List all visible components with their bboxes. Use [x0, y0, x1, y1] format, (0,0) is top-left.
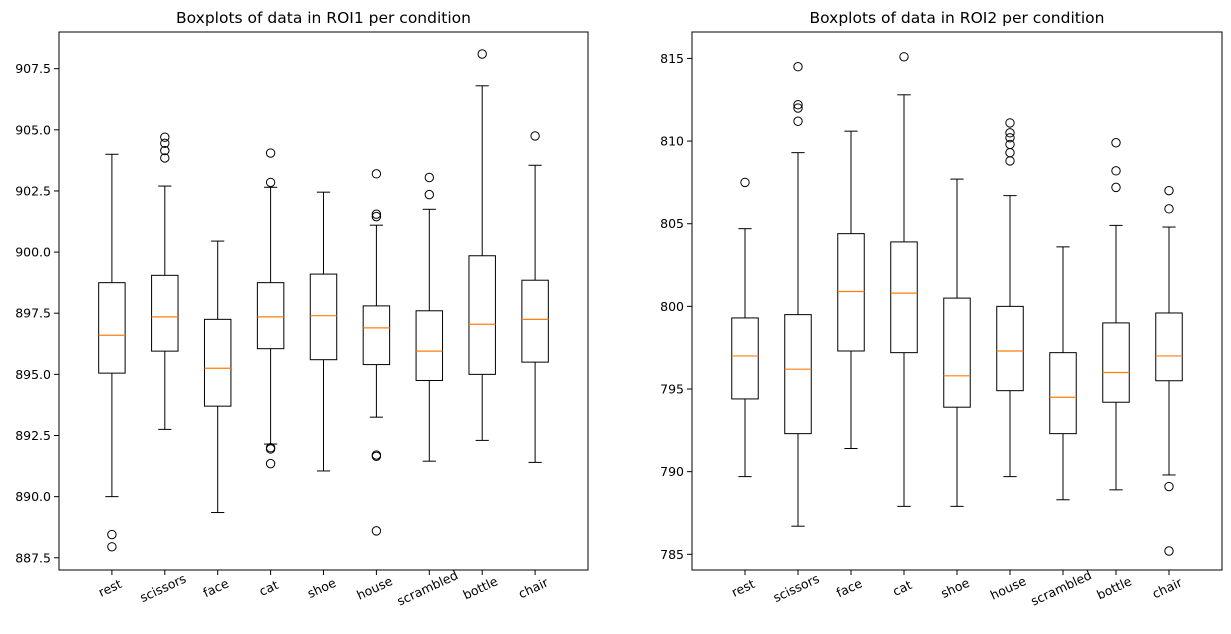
outlier-point	[1111, 138, 1121, 148]
iqr-box	[362, 305, 391, 366]
outlier-point	[371, 451, 382, 461]
iqr-box	[837, 233, 865, 352]
box-shoe	[309, 191, 338, 472]
box-cat	[256, 148, 285, 469]
box-cat	[890, 52, 918, 507]
outlier-point	[265, 177, 276, 188]
box-house	[996, 118, 1024, 478]
box-rest	[98, 153, 126, 552]
outlier-point	[793, 100, 803, 110]
outlier-point	[265, 148, 276, 158]
y-tick-label: 805	[660, 216, 684, 231]
y-tick-label: 897.5	[15, 306, 51, 321]
outlier-point	[160, 138, 170, 148]
outlier-point	[1005, 133, 1015, 143]
box-scrambled	[1049, 246, 1077, 501]
box-chair	[1155, 185, 1183, 556]
iqr-box	[996, 305, 1024, 392]
iqr-box	[731, 317, 759, 400]
outlier-point	[265, 458, 276, 469]
y-tick-label: 785	[660, 547, 684, 562]
chart-title: Boxplots of data in ROI2 per condition	[810, 9, 1105, 27]
outlier-point	[530, 131, 540, 141]
iqr-box	[98, 282, 126, 374]
y-tick-label: 895.0	[15, 367, 51, 382]
outlier-point	[265, 444, 276, 454]
outlier-point	[160, 132, 170, 142]
box-scissors	[784, 62, 812, 527]
outlier-point	[1111, 166, 1121, 176]
outlier-point	[160, 145, 170, 156]
box-scrambled	[415, 172, 444, 462]
outlier-point	[793, 116, 803, 126]
outlier-point	[1164, 204, 1174, 214]
y-tick-label: 890.0	[15, 489, 51, 504]
box-shoe	[943, 178, 971, 507]
outlier-point	[371, 526, 382, 536]
outlier-point	[1111, 182, 1121, 193]
box-chair	[521, 131, 549, 463]
iqr-box	[203, 318, 232, 407]
outlier-point	[740, 177, 750, 188]
x-tick-label: cat	[890, 577, 914, 599]
outlier-point	[107, 529, 117, 540]
iqr-box	[309, 273, 338, 361]
y-tick-label: 810	[660, 134, 684, 149]
outlier-point	[371, 209, 382, 219]
y-tick-label: 815	[660, 51, 684, 66]
chart-title: Boxplots of data in ROI1 per condition	[176, 9, 471, 27]
outlier-point	[1005, 128, 1015, 138]
plot-frame	[691, 31, 1223, 571]
box-face	[837, 130, 865, 450]
box-house	[362, 169, 391, 536]
outlier-point	[1005, 156, 1015, 166]
y-tick-label: 900.0	[15, 245, 51, 260]
box-scissors	[151, 132, 179, 430]
outlier-point	[793, 103, 803, 113]
y-tick-label: 905.0	[15, 122, 51, 137]
iqr-box	[1155, 312, 1183, 382]
y-tick-label: 907.5	[15, 61, 51, 76]
y-tick-label: 892.5	[15, 428, 51, 443]
y-tick-label: 902.5	[15, 183, 51, 198]
x-tick-label: cat	[257, 577, 281, 599]
iqr-box	[890, 241, 918, 354]
box-bottle	[1102, 138, 1130, 491]
y-tick-label: 790	[660, 464, 684, 479]
y-tick-label: 795	[660, 382, 684, 397]
outlier-point	[160, 153, 170, 163]
box-bottle	[468, 49, 496, 441]
iqr-box	[256, 282, 285, 350]
iqr-box	[415, 310, 444, 381]
outlier-point	[1164, 185, 1174, 196]
outlier-point	[371, 169, 382, 179]
outlier-point	[424, 172, 434, 183]
iqr-box	[468, 255, 496, 375]
iqr-box	[1049, 352, 1077, 435]
box-rest	[731, 177, 759, 478]
outlier-point	[793, 62, 803, 72]
plot-frame	[58, 31, 589, 571]
outlier-point	[1164, 546, 1174, 556]
iqr-box	[1102, 322, 1130, 403]
outlier-point	[107, 542, 117, 552]
iqr-box	[943, 297, 971, 408]
y-tick-label: 887.5	[15, 550, 51, 565]
iqr-box	[784, 314, 812, 435]
outlier-point	[1005, 118, 1015, 128]
outlier-point	[899, 52, 909, 62]
y-tick-label: 800	[660, 299, 684, 314]
iqr-box	[521, 279, 549, 363]
box-face	[203, 240, 232, 514]
outlier-point	[424, 189, 434, 200]
outlier-point	[1164, 481, 1174, 492]
outlier-point	[477, 49, 487, 59]
iqr-box	[151, 274, 179, 352]
outlier-point	[371, 211, 382, 222]
